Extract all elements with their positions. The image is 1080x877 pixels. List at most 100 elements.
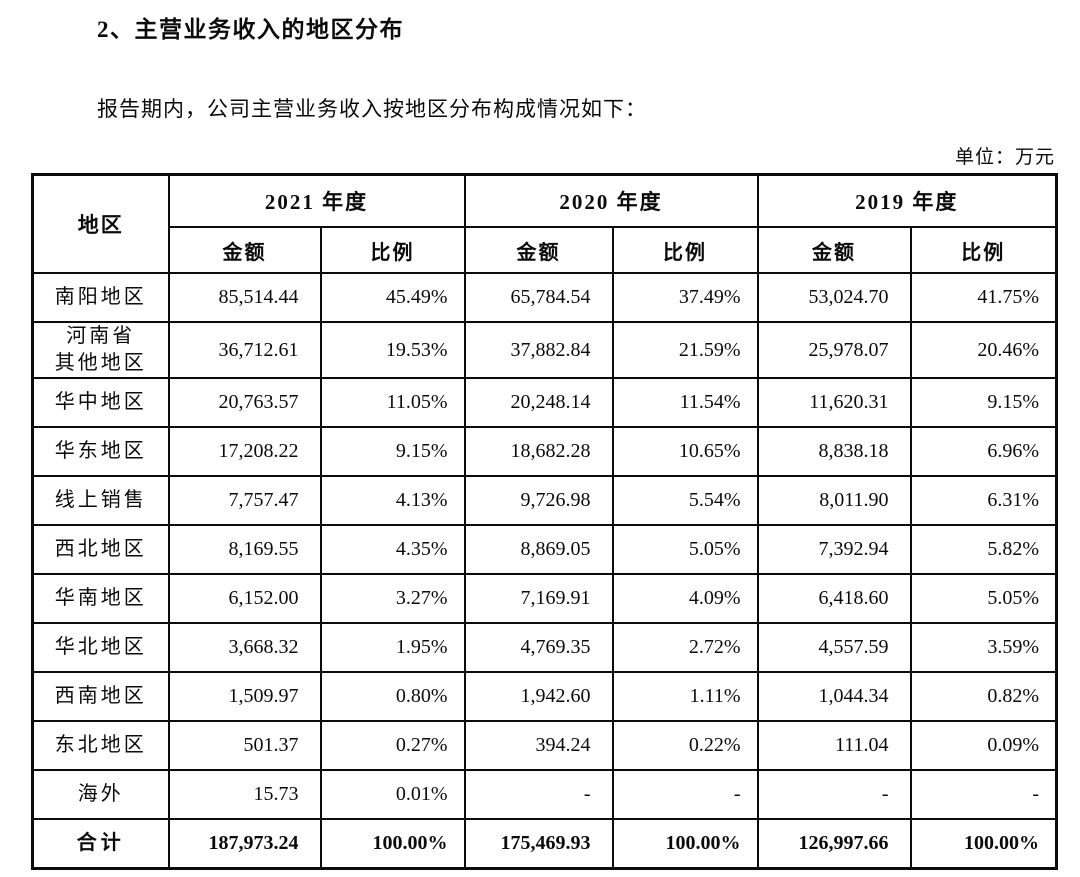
amount-cell: 175,469.93	[463, 818, 614, 870]
ratio-cell: 20.46%	[909, 321, 1058, 379]
subheader-row: 金额 比例 金额 比例 金额 比例	[33, 226, 1058, 274]
amount-cell: 126,997.66	[756, 818, 912, 870]
amount-header-2019: 金额	[756, 226, 912, 274]
amount-cell: 394.24	[463, 720, 614, 771]
table-row: 华东地区 17,208.22 9.15% 18,682.28 10.65% 8,838.1…	[31, 426, 1058, 477]
region-cell: 河南省 其他地区	[31, 321, 170, 379]
table-row: 西南地区 1,509.97 0.80% 1,942.60 1.11% 1,044.34 0.…	[31, 671, 1058, 722]
section-title: 2、主营业务收入的地区分布	[97, 17, 404, 42]
amount-header-2021: 金额	[167, 226, 322, 274]
ratio-cell: 11.54%	[611, 377, 759, 428]
region-cell: 西南地区	[31, 671, 170, 722]
amount-cell: 6,152.00	[167, 573, 322, 624]
ratio-cell: 4.13%	[319, 475, 466, 526]
table-row: 东北地区 501.37 0.27% 394.24 0.22% 111.04 0.09%	[31, 720, 1058, 771]
amount-cell: 7,392.94	[756, 524, 912, 575]
ratio-cell: -	[909, 769, 1058, 820]
ratio-header-2019: 比例	[909, 226, 1058, 274]
amount-cell: 15.73	[167, 769, 322, 820]
ratio-cell: 45.49%	[319, 272, 466, 323]
year-2020-header: 2020 年度	[463, 173, 759, 228]
amount-cell: -	[463, 769, 614, 820]
ratio-cell: 0.27%	[319, 720, 466, 771]
ratio-cell: 0.22%	[611, 720, 759, 771]
amount-cell: 1,942.60	[463, 671, 614, 722]
amount-header-2020: 金额	[463, 226, 614, 274]
amount-cell: 7,757.47	[167, 475, 322, 526]
ratio-cell: 5.05%	[909, 573, 1058, 624]
ratio-cell: 6.31%	[909, 475, 1058, 526]
ratio-cell: 1.95%	[319, 622, 466, 673]
year-header-row: 地区 2021 年度 2020 年度 2019 年度	[31, 173, 1058, 274]
region-cell: 线上销售	[31, 475, 170, 526]
ratio-cell: 0.01%	[319, 769, 466, 820]
amount-cell: 20,248.14	[463, 377, 614, 428]
ratio-cell: 0.09%	[909, 720, 1058, 771]
ratio-cell: 19.53%	[319, 321, 466, 379]
amount-cell: 111.04	[756, 720, 912, 771]
ratio-cell: 41.75%	[909, 272, 1058, 323]
ratio-cell: 3.59%	[909, 622, 1058, 673]
region-cell: 华北地区	[31, 622, 170, 673]
amount-cell: 4,769.35	[463, 622, 614, 673]
ratio-cell: 0.82%	[909, 671, 1058, 722]
region-cell: 华东地区	[31, 426, 170, 477]
table-header: 地区 2021 年度 2020 年度 2019 年度 金额 比例 金额 比例 金…	[31, 173, 1058, 274]
table-row: 河南省 其他地区 36,712.61 19.53% 37,882.84 21.59% 25…	[31, 321, 1058, 379]
amount-cell: 18,682.28	[463, 426, 614, 477]
amount-cell: 1,509.97	[167, 671, 322, 722]
ratio-cell: 6.96%	[909, 426, 1058, 477]
regional-revenue-table: 地区 2021 年度 2020 年度 2019 年度 金额 比例 金额 比例 金…	[31, 173, 1058, 870]
amount-cell: 6,418.60	[756, 573, 912, 624]
region-cell: 华中地区	[31, 377, 170, 428]
region-cell: 海外	[31, 769, 170, 820]
amount-cell: 25,978.07	[756, 321, 912, 379]
ratio-cell: 4.09%	[611, 573, 759, 624]
amount-cell: 4,557.59	[756, 622, 912, 673]
region-cell: 西北地区	[31, 524, 170, 575]
unit-label: 单位：万元	[954, 147, 1055, 168]
total-row: 合计 187,973.24 100.00% 175,469.93 100.00% 126,…	[31, 818, 1058, 870]
amount-cell: 36,712.61	[167, 321, 322, 379]
table-body: 南阳地区 85,514.44 45.49% 65,784.54 37.49% 53,024…	[31, 272, 1058, 870]
ratio-header-2020: 比例	[611, 226, 759, 274]
table-row: 华中地区 20,763.57 11.05% 20,248.14 11.54% 11,620…	[31, 377, 1058, 428]
ratio-cell: 1.11%	[611, 671, 759, 722]
amount-cell: 17,208.22	[167, 426, 322, 477]
ratio-cell: 100.00%	[319, 818, 466, 870]
table-row: 西北地区 8,169.55 4.35% 8,869.05 5.05% 7,392.94 5.…	[31, 524, 1058, 575]
ratio-cell: 21.59%	[611, 321, 759, 379]
amount-cell: 187,973.24	[167, 818, 322, 870]
ratio-cell: 10.65%	[611, 426, 759, 477]
amount-cell: 37,882.84	[463, 321, 614, 379]
amount-cell: 7,169.91	[463, 573, 614, 624]
table-row: 华南地区 6,152.00 3.27% 7,169.91 4.09% 6,418.60 5.…	[31, 573, 1058, 624]
ratio-cell: 5.54%	[611, 475, 759, 526]
amount-cell: 65,784.54	[463, 272, 614, 323]
ratio-cell: 9.15%	[909, 377, 1058, 428]
table-row: 海外 15.73 0.01% - - - -	[31, 769, 1058, 820]
table-row: 南阳地区 85,514.44 45.49% 65,784.54 37.49% 53,024…	[31, 272, 1058, 323]
region-cell: 南阳地区	[31, 272, 170, 323]
region-column-header: 地区	[31, 173, 170, 274]
amount-cell: 501.37	[167, 720, 322, 771]
amount-cell: 9,726.98	[463, 475, 614, 526]
ratio-cell: 11.05%	[319, 377, 466, 428]
ratio-cell: 0.80%	[319, 671, 466, 722]
ratio-header-2021: 比例	[319, 226, 466, 274]
ratio-cell: 5.82%	[909, 524, 1058, 575]
amount-cell: 20,763.57	[167, 377, 322, 428]
ratio-cell: 37.49%	[611, 272, 759, 323]
year-2019-header: 2019 年度	[756, 173, 1058, 228]
table-row: 华北地区 3,668.32 1.95% 4,769.35 2.72% 4,557.59 3.…	[31, 622, 1058, 673]
ratio-cell: 9.15%	[319, 426, 466, 477]
amount-cell: 11,620.31	[756, 377, 912, 428]
amount-cell: 85,514.44	[167, 272, 322, 323]
intro-paragraph: 报告期内，公司主营业务收入按地区分布构成情况如下：	[97, 97, 647, 121]
amount-cell: -	[756, 769, 912, 820]
ratio-cell: 5.05%	[611, 524, 759, 575]
amount-cell: 3,668.32	[167, 622, 322, 673]
amount-cell: 8,169.55	[167, 524, 322, 575]
ratio-cell: 2.72%	[611, 622, 759, 673]
